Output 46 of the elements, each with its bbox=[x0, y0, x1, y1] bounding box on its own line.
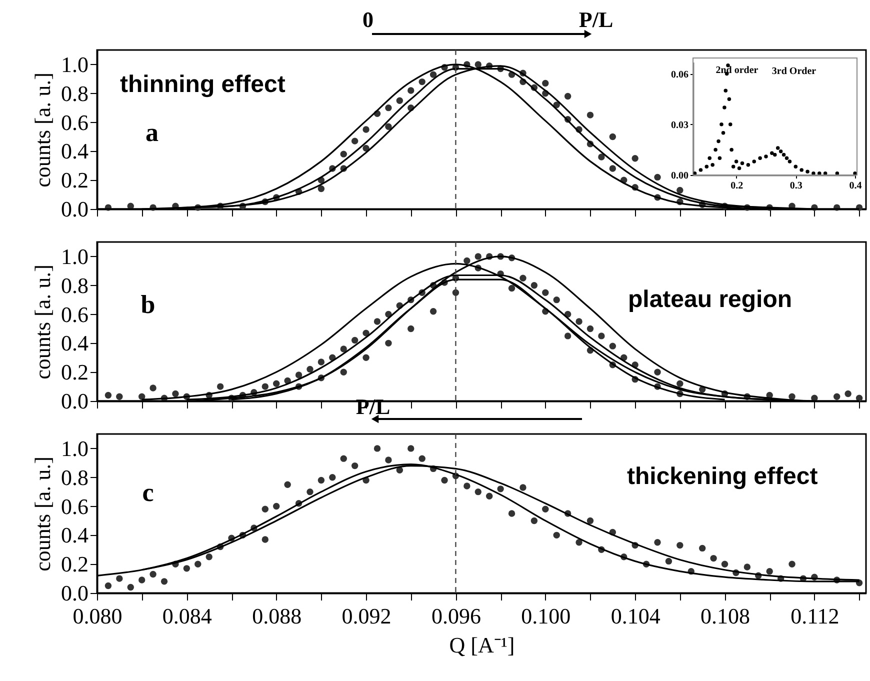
annotation: c bbox=[142, 478, 154, 507]
y-axis-title: counts [a. u.] bbox=[30, 456, 55, 572]
text: 0 bbox=[362, 7, 374, 32]
y-tick-label: 0.6 bbox=[61, 110, 88, 135]
y-tick-label: 0.8 bbox=[61, 80, 88, 106]
x-tick-label: 0.092 bbox=[342, 604, 392, 628]
y-tick-label: 0.0 bbox=[61, 580, 88, 606]
x-tick-label: 0.084 bbox=[162, 604, 212, 628]
annotation: thinning effect bbox=[120, 71, 286, 98]
y-tick-label: 0.4 bbox=[61, 138, 88, 164]
y-tick-label: 0.2 bbox=[61, 360, 88, 385]
annotation: 3rd Order bbox=[772, 66, 817, 77]
y-tick-label: 0.4 bbox=[61, 330, 88, 356]
y-tick-label: 0.6 bbox=[61, 494, 88, 519]
x-axis-title: Q [A⁻¹] bbox=[449, 632, 515, 658]
y-tick-label: 0.0 bbox=[61, 388, 88, 414]
text: P/L bbox=[578, 7, 614, 32]
annotation: thickening effect bbox=[627, 463, 818, 490]
annotation: a bbox=[146, 118, 158, 147]
y-tick-label: 0.0 bbox=[61, 196, 88, 222]
y-tick-label: 1.0 bbox=[61, 436, 88, 461]
y-axis-title: counts [a. u.] bbox=[30, 72, 55, 188]
y-axis-title: counts [a. u.] bbox=[30, 264, 55, 380]
annotation: plateau region bbox=[628, 286, 792, 313]
y-tick-label: 0.2 bbox=[61, 552, 88, 577]
x-tick-label: 0.112 bbox=[790, 604, 840, 628]
y-tick-label: 0.06 bbox=[671, 69, 688, 80]
annotation: 2nd order bbox=[716, 65, 759, 76]
y-tick-label: 0.03 bbox=[671, 120, 688, 131]
x-tick-label: 0.104 bbox=[610, 604, 660, 628]
y-tick-label: 0.00 bbox=[671, 170, 688, 182]
x-tick-label: 0.096 bbox=[431, 604, 481, 628]
x-tick-label: 0.4 bbox=[849, 180, 862, 192]
y-tick-label: 0.6 bbox=[61, 302, 88, 327]
y-tick-label: 0.4 bbox=[61, 522, 88, 548]
x-tick-label: 0.100 bbox=[521, 604, 571, 628]
x-tick-label: 0.108 bbox=[700, 604, 750, 628]
y-tick-label: 0.8 bbox=[61, 272, 88, 298]
y-tick-label: 1.0 bbox=[61, 52, 88, 77]
annotation: b bbox=[140, 290, 156, 319]
x-tick-label: 0.080 bbox=[72, 604, 122, 628]
x-tick-label: 0.088 bbox=[252, 604, 302, 628]
x-tick-label: 0.2 bbox=[730, 180, 744, 192]
x-tick-label: 0.3 bbox=[790, 180, 802, 192]
y-tick-label: 1.0 bbox=[61, 244, 88, 269]
y-tick-label: 0.8 bbox=[61, 464, 88, 490]
